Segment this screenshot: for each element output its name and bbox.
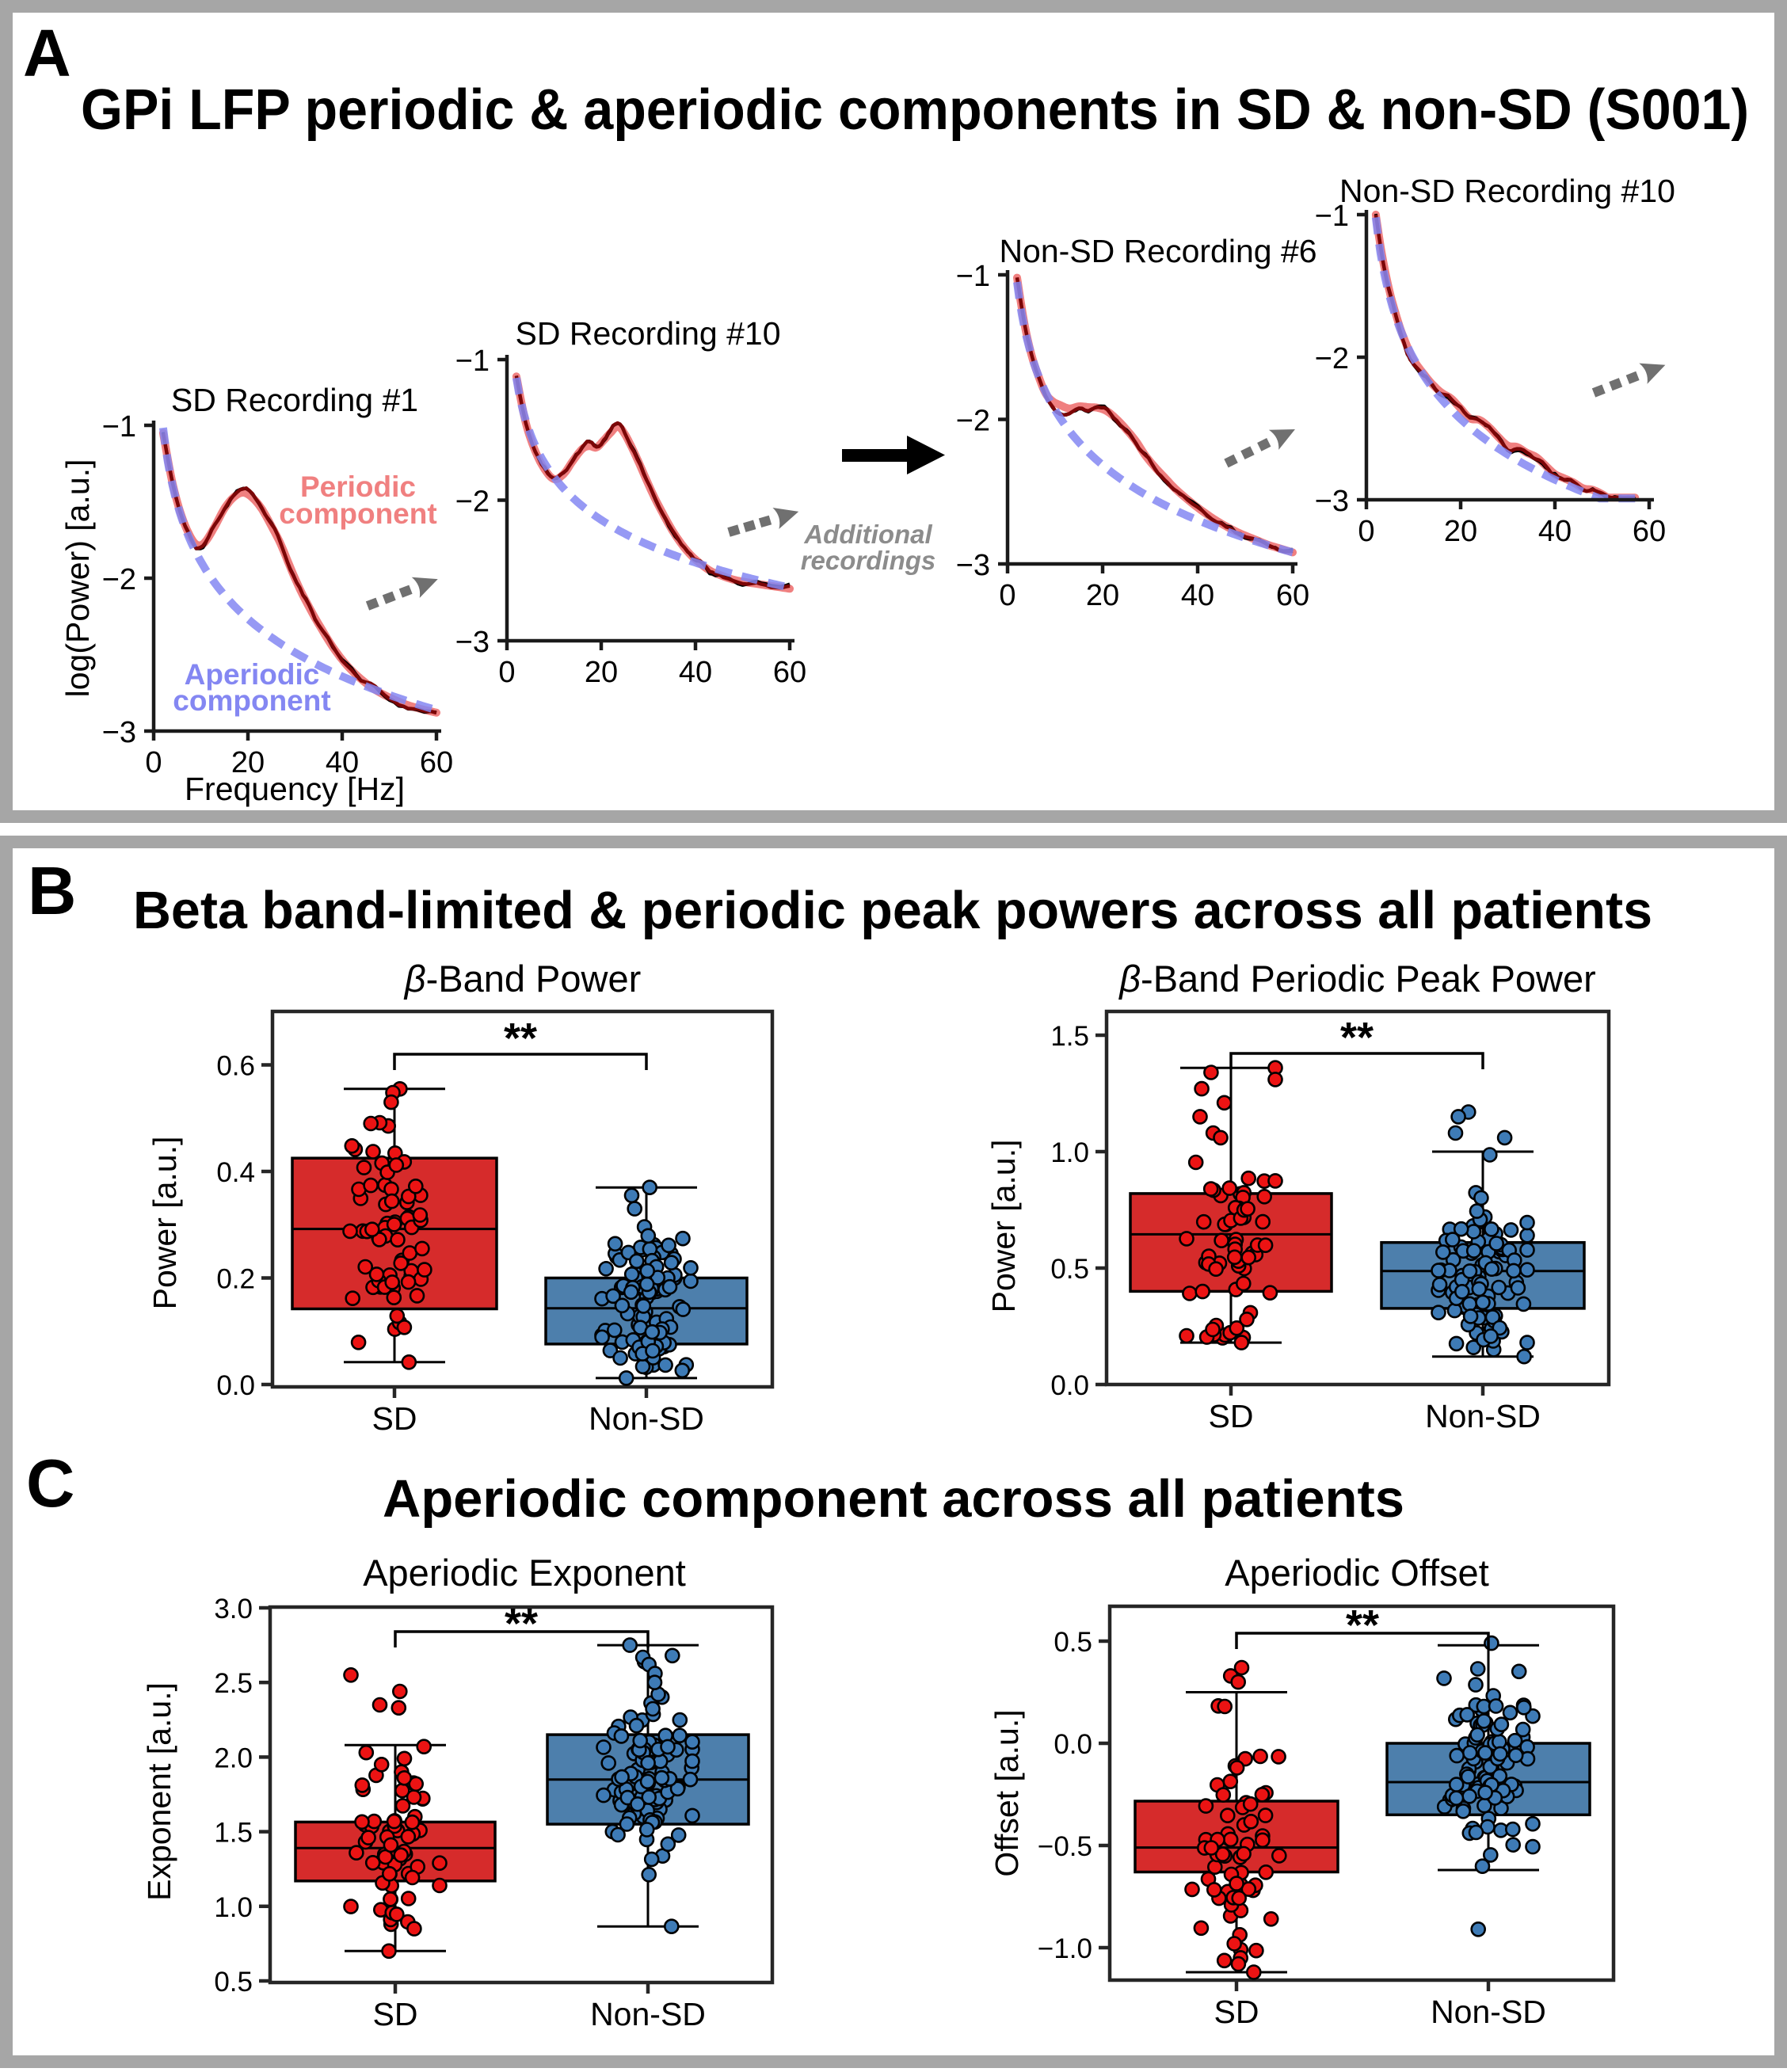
- svg-text:GPi LFP periodic & aperiodic c: GPi LFP periodic & aperiodic components …: [81, 78, 1749, 142]
- svg-text:20: 20: [585, 656, 618, 689]
- svg-text:Non-SD: Non-SD: [1425, 1398, 1541, 1434]
- svg-text:0.2: 0.2: [216, 1264, 255, 1295]
- svg-text:−2: −2: [1315, 342, 1349, 375]
- svg-text:C: C: [26, 1446, 74, 1522]
- svg-text:60: 60: [1633, 515, 1666, 548]
- svg-text:0: 0: [145, 746, 162, 779]
- svg-text:0.6: 0.6: [216, 1051, 255, 1082]
- svg-text:Non-SD: Non-SD: [1431, 1994, 1546, 2030]
- svg-text:40: 40: [679, 656, 712, 689]
- svg-text:log(Power) [a.u.]: log(Power) [a.u.]: [59, 459, 96, 698]
- svg-text:SD: SD: [372, 1400, 417, 1437]
- svg-text:β-Band Periodic Peak Power: β-Band Periodic Peak Power: [1118, 958, 1596, 1000]
- svg-text:60: 60: [773, 656, 806, 689]
- svg-text:40: 40: [1538, 515, 1572, 548]
- svg-text:Non-SD: Non-SD: [590, 1996, 706, 2032]
- svg-text:0.5: 0.5: [1050, 1254, 1089, 1285]
- svg-text:60: 60: [1276, 579, 1309, 612]
- svg-text:−2: −2: [956, 405, 990, 438]
- svg-text:0.0: 0.0: [1050, 1370, 1089, 1401]
- svg-text:**: **: [504, 1015, 537, 1062]
- svg-text:1.5: 1.5: [214, 1818, 253, 1849]
- svg-text:Aperiodic component across all: Aperiodic component across all patients: [383, 1469, 1404, 1529]
- svg-text:0.5: 0.5: [214, 1967, 253, 1998]
- svg-text:20: 20: [231, 746, 265, 779]
- svg-text:3.0: 3.0: [214, 1594, 253, 1624]
- svg-text:Aperiodic Exponent: Aperiodic Exponent: [363, 1552, 686, 1594]
- svg-text:−3: −3: [102, 716, 136, 749]
- svg-text:SD: SD: [373, 1996, 418, 2032]
- svg-text:recordings: recordings: [801, 546, 936, 575]
- svg-text:2.5: 2.5: [214, 1668, 253, 1699]
- svg-text:**: **: [1340, 1014, 1374, 1061]
- svg-text:0: 0: [498, 656, 515, 689]
- svg-text:Additional: Additional: [803, 520, 932, 549]
- svg-text:−3: −3: [455, 626, 490, 659]
- svg-text:−2: −2: [455, 486, 490, 519]
- svg-text:Power [a.u.]: Power [a.u.]: [147, 1137, 183, 1310]
- svg-text:Non-SD: Non-SD: [589, 1400, 704, 1437]
- svg-text:**: **: [505, 1600, 538, 1647]
- svg-text:0: 0: [1358, 515, 1374, 548]
- svg-text:component: component: [173, 684, 330, 717]
- svg-text:40: 40: [1181, 579, 1214, 612]
- svg-text:2.0: 2.0: [214, 1743, 253, 1773]
- svg-text:Exponent [a.u.]: Exponent [a.u.]: [141, 1682, 177, 1901]
- svg-text:−1.0: −1.0: [1038, 1933, 1092, 1964]
- svg-text:SD Recording #1: SD Recording #1: [171, 382, 418, 418]
- svg-text:Power [a.u.]: Power [a.u.]: [985, 1140, 1022, 1313]
- svg-text:component: component: [279, 497, 436, 530]
- svg-text:−1: −1: [455, 345, 490, 378]
- svg-text:**: **: [1346, 1602, 1379, 1649]
- svg-text:Frequency [Hz]: Frequency [Hz]: [185, 771, 405, 807]
- svg-text:20: 20: [1086, 579, 1119, 612]
- svg-text:Non-SD Recording #6: Non-SD Recording #6: [999, 233, 1316, 269]
- svg-text:0: 0: [999, 579, 1015, 612]
- svg-text:Periodic: Periodic: [300, 470, 416, 503]
- svg-text:β-Band Power: β-Band Power: [403, 958, 642, 1000]
- svg-text:−2: −2: [102, 563, 136, 596]
- svg-text:Non-SD Recording #10: Non-SD Recording #10: [1339, 173, 1675, 209]
- svg-text:0.0: 0.0: [216, 1370, 255, 1401]
- svg-text:1.0: 1.0: [1050, 1137, 1089, 1168]
- svg-text:1.0: 1.0: [214, 1892, 253, 1923]
- svg-text:SD Recording #10: SD Recording #10: [515, 315, 780, 352]
- svg-text:SD: SD: [1209, 1398, 1254, 1434]
- svg-text:SD: SD: [1214, 1994, 1259, 2030]
- svg-text:Aperiodic: Aperiodic: [185, 658, 320, 691]
- svg-text:−0.5: −0.5: [1038, 1831, 1092, 1862]
- svg-text:40: 40: [326, 746, 359, 779]
- svg-text:0.0: 0.0: [1054, 1729, 1092, 1760]
- svg-text:−3: −3: [956, 549, 990, 582]
- svg-text:−1: −1: [956, 260, 990, 293]
- svg-text:0.4: 0.4: [216, 1157, 255, 1188]
- svg-text:−3: −3: [1315, 485, 1349, 518]
- svg-text:B: B: [28, 854, 76, 929]
- svg-text:Offset [a.u.]: Offset [a.u.]: [989, 1709, 1025, 1876]
- svg-text:Aperiodic Offset: Aperiodic Offset: [1225, 1552, 1489, 1594]
- svg-text:1.5: 1.5: [1050, 1021, 1089, 1052]
- svg-text:A: A: [23, 16, 71, 90]
- svg-text:60: 60: [420, 746, 453, 779]
- svg-text:−1: −1: [102, 410, 136, 444]
- svg-text:0.5: 0.5: [1054, 1627, 1092, 1658]
- svg-text:20: 20: [1444, 515, 1477, 548]
- svg-text:Beta band-limited & periodic p: Beta band-limited & periodic peak powers…: [133, 881, 1652, 940]
- svg-text:−1: −1: [1315, 200, 1349, 233]
